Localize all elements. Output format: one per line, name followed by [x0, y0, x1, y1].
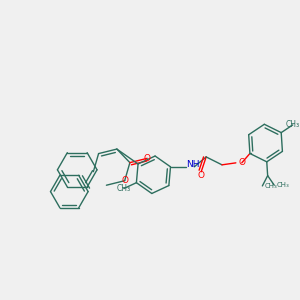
Text: CH₃: CH₃: [264, 183, 277, 189]
Text: O: O: [239, 158, 246, 167]
Text: CH₃: CH₃: [276, 182, 289, 188]
Text: CH₃: CH₃: [117, 184, 131, 193]
Text: O: O: [198, 171, 205, 180]
Text: CH₃: CH₃: [286, 120, 300, 129]
Text: O: O: [144, 154, 151, 163]
Text: O: O: [121, 176, 128, 185]
Text: NH: NH: [186, 160, 200, 169]
